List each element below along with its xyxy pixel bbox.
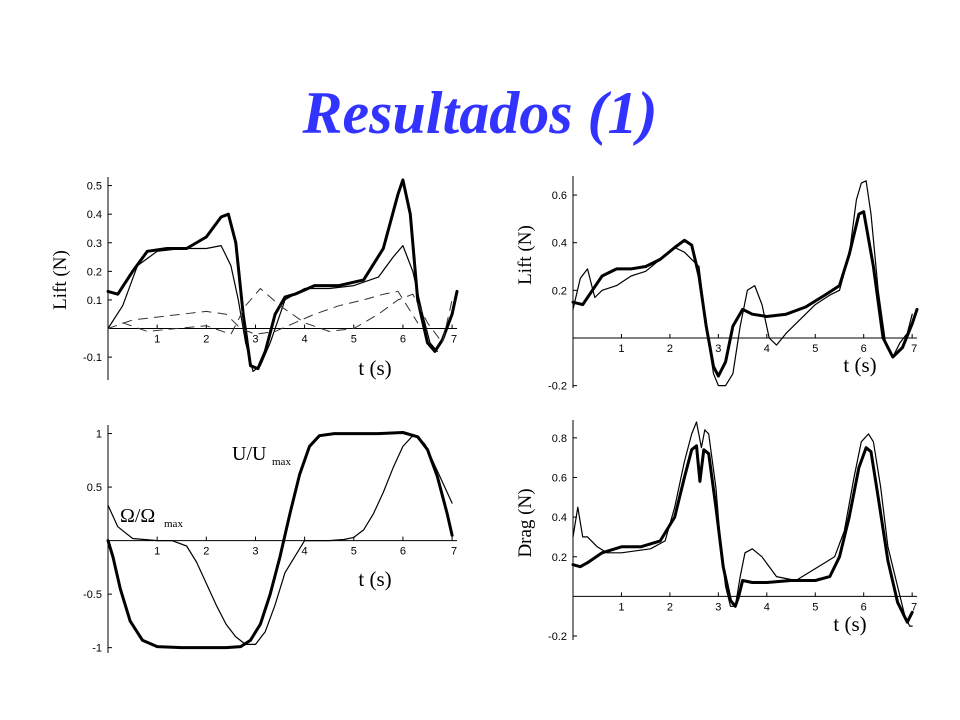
series-line-3 xyxy=(107,290,419,335)
annotation-u-umax-sub: max xyxy=(272,456,291,468)
y-tick-label: 0.2 xyxy=(87,266,102,278)
x-tick-label: 7 xyxy=(451,546,457,558)
chart-lift-sim-svg: Lift (N) t (s) 1 2 3 4 5 6 7 -0.1 0.1 0.2 0.3 0.4 0.… xyxy=(50,177,459,380)
x-tick-label: 7 xyxy=(911,343,917,355)
annotation-omega-sub: max xyxy=(164,518,183,530)
x-tick-label: 3 xyxy=(715,601,721,613)
slide-title: Resultados (1) xyxy=(302,80,658,146)
x-tick-label: 3 xyxy=(252,334,258,346)
y-tick-label: -0.1 xyxy=(83,352,102,364)
series-line-2 xyxy=(107,244,438,372)
y-tick-label: 1 xyxy=(96,429,102,441)
y-tick-label: 0.3 xyxy=(87,238,102,250)
chart-drag-exp: Drag (N) t (s) 1 2 3 4 5 6 7 -0.2 0.2 0.4 0.6 0.8 xyxy=(505,415,935,645)
annotation-omega: Ω/Ω max xyxy=(120,505,183,530)
x-tick-label: 4 xyxy=(302,546,308,558)
x-tick-label: 6 xyxy=(400,546,406,558)
series-line-1 xyxy=(571,444,914,624)
y-tick-label: 0.2 xyxy=(552,552,567,564)
x-tick-label: 1 xyxy=(618,343,624,355)
x-tick-label: 2 xyxy=(203,334,209,346)
series-line-2 xyxy=(572,421,913,627)
chart-lift-exp: Lift (N) t (s) 1 2 3 4 5 6 7 -0.2 0.2 0.4 0.6 xyxy=(505,170,935,395)
x-tick-label: 4 xyxy=(302,334,308,346)
x-tick-label: 1 xyxy=(618,601,624,613)
y-axis-label: Lift (N) xyxy=(515,225,536,285)
x-tick-label: 5 xyxy=(812,343,818,355)
x-axis-label: t (s) xyxy=(833,612,866,636)
chart-kinematics-svg: t (s) U/U max Ω/Ω max 1 2 3 4 5 6 7 -1 -0.5 0.5 1 xyxy=(83,425,457,655)
series-line-2 xyxy=(572,180,913,387)
y-tick-label: 0.2 xyxy=(552,285,567,297)
y-tick-label: 0.8 xyxy=(552,433,567,445)
y-tick-label: 0.5 xyxy=(87,482,102,494)
x-tick-label: 5 xyxy=(351,334,357,346)
x-tick-label: 7 xyxy=(451,334,457,346)
y-tick-label: -0.2 xyxy=(548,631,567,643)
x-tick-label: 5 xyxy=(812,601,818,613)
y-tick-label: 0.4 xyxy=(552,512,567,524)
y-tick-label: 0.6 xyxy=(552,190,567,202)
annotation-u-umax-text: U/U xyxy=(232,443,267,465)
y-tick-label: 0.4 xyxy=(87,209,102,221)
x-tick-label: 2 xyxy=(667,343,673,355)
x-tick-label: 2 xyxy=(667,601,673,613)
x-tick-label: 6 xyxy=(400,334,406,346)
x-tick-label: 3 xyxy=(715,343,721,355)
series-line-2 xyxy=(107,435,453,645)
x-axis-label: t (s) xyxy=(358,567,391,591)
x-axis-label: t (s) xyxy=(358,356,391,380)
y-axis-label: Lift (N) xyxy=(50,250,71,310)
x-tick-label: 4 xyxy=(764,343,770,355)
x-tick-label: 1 xyxy=(154,334,160,346)
y-tick-label: -0.2 xyxy=(548,381,567,393)
x-tick-label: 5 xyxy=(351,546,357,558)
y-axis-label: Drag (N) xyxy=(515,488,536,557)
annotation-omega-text: Ω/Ω xyxy=(120,505,155,527)
y-tick-label: 0.1 xyxy=(87,295,102,307)
x-axis-label: t (s) xyxy=(843,353,876,377)
y-tick-label: 0.6 xyxy=(552,472,567,484)
x-tick-label: 4 xyxy=(764,601,770,613)
chart-lift-sim: Lift (N) t (s) 1 2 3 4 5 6 7 -0.1 0.1 0.2 0.3 0.4 0.… xyxy=(40,170,470,390)
x-tick-label: 1 xyxy=(154,546,160,558)
y-tick-label: -1 xyxy=(92,643,102,655)
series-line-1 xyxy=(571,210,919,378)
y-tick-label: 0.5 xyxy=(87,181,102,193)
x-tick-label: 3 xyxy=(252,546,258,558)
series-line-4 xyxy=(122,288,453,344)
y-tick-label: 0.4 xyxy=(552,238,567,250)
x-tick-label: 2 xyxy=(203,546,209,558)
x-tick-label: 7 xyxy=(911,601,917,613)
chart-drag-exp-svg: Drag (N) t (s) 1 2 3 4 5 6 7 -0.2 0.2 0.4 0.6 0.8 xyxy=(515,420,917,643)
x-tick-label: 6 xyxy=(861,343,867,355)
chart-kinematics: t (s) U/U max Ω/Ω max 1 2 3 4 5 6 7 -1 -0.5 0.5 1 xyxy=(40,420,470,660)
chart-lift-exp-svg: Lift (N) t (s) 1 2 3 4 5 6 7 -0.2 0.2 0.4 0.6 xyxy=(515,176,919,393)
y-tick-label: -0.5 xyxy=(83,589,102,601)
annotation-u-umax: U/U max xyxy=(232,443,291,468)
x-tick-label: 6 xyxy=(861,601,867,613)
